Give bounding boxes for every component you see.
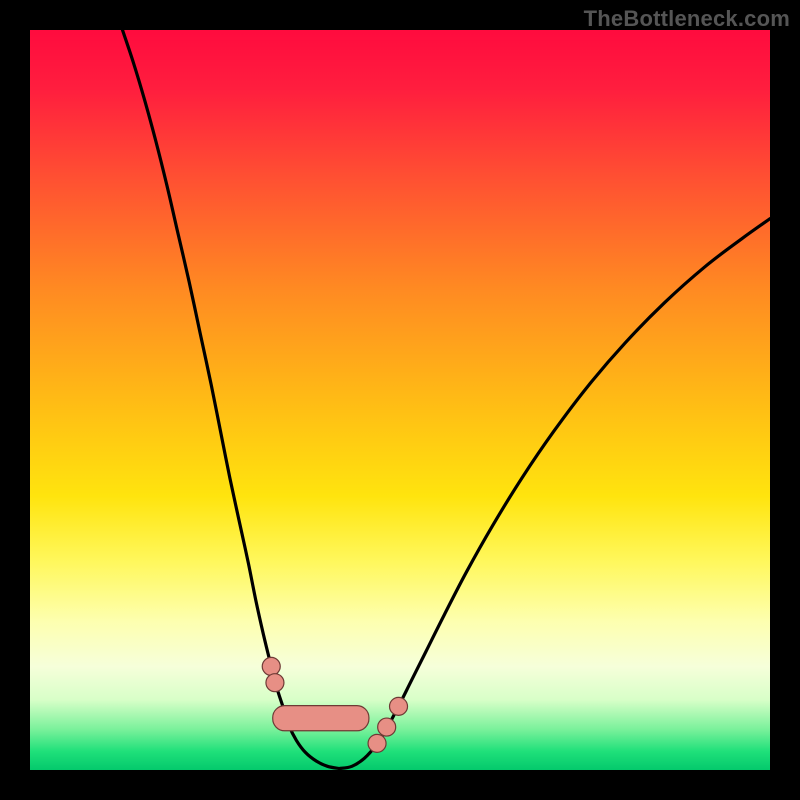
right-0 (368, 734, 386, 752)
right-2 (390, 697, 408, 715)
right-1 (378, 718, 396, 736)
trough-pill (273, 706, 369, 731)
bead-left-0 (262, 657, 280, 675)
bottleneck-chart (0, 0, 800, 800)
chart-container: TheBottleneck.com (0, 0, 800, 800)
plot-background (30, 30, 770, 770)
bead-left-1 (266, 674, 284, 692)
